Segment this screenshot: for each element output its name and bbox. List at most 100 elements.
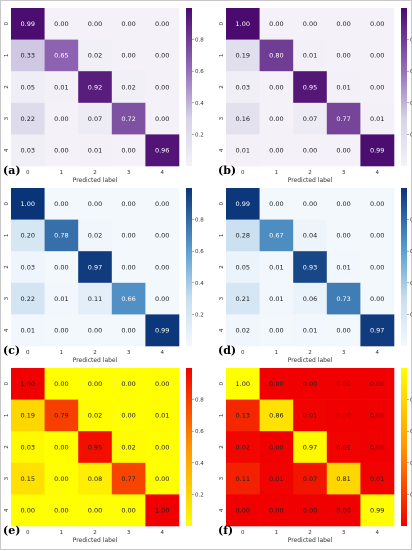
heatmap-cell [11,314,45,347]
cell-value-label: 0.95 [88,443,102,451]
heatmap-cell [226,368,260,400]
cell-value-label: 0.19 [21,412,35,420]
cell-value-label: 0.00 [370,263,384,271]
cell-value-label: 0.04 [303,232,317,240]
heatmap-cell [293,431,328,464]
x-axis-label: Predicted label [288,357,333,364]
colorbar-tick-label: 0.8 [410,398,412,404]
cell-value-label: 0.01 [88,147,102,155]
heatmap-cell [226,71,260,104]
cell-value-label: 0.01 [54,83,68,91]
x-axis-label: Predicted label [73,177,118,184]
colorbar-tick-label: 0.4 [410,461,412,467]
heatmap-cell [360,282,395,315]
cell-value-label: 0.08 [88,475,102,483]
heatmap-cell [145,8,180,40]
heatmap-cell [226,462,260,495]
cell-value-label: 0.02 [88,52,102,60]
cell-value-label: 0.05 [21,83,35,91]
cell-value-label: 0.01 [269,295,283,303]
heatmap-cell [44,188,79,220]
heatmap-panel-2: 1.00 0.00 0.00 0.00 0.000.19 0.80 0.01 0.00 0.00… [218,8,412,184]
colorbar-tick-label: 0.8 [195,38,204,44]
cell-value-label: 0.00 [121,507,135,515]
cell-value-label: 0.01 [336,263,350,271]
cell-value-label: 0.01 [303,412,317,420]
cell-value-label: 0.00 [269,507,283,515]
cell-value-label: 0.00 [336,20,350,28]
cell-value-label: 0.00 [88,200,102,208]
cell-value-label: 0.00 [155,20,169,28]
cell-value-label: 0.86 [269,412,283,420]
y-axis-label: Actual label [1,77,2,113]
colorbar-tick-label: 0.2 [195,312,204,318]
heatmap-cell [78,188,113,220]
heatmap-cell [360,71,395,104]
cell-value-label: 0.00 [269,115,283,123]
cell-value-label: 0.00 [54,380,68,388]
heatmap-cell [293,282,328,315]
cell-value-label: 0.99 [155,327,169,335]
heatmap-cell [326,462,361,495]
heatmap-cell [78,314,113,347]
heatmap-cell [326,251,361,284]
x-tick-label: 0 [241,170,245,176]
cell-value-label: 0.00 [155,115,169,123]
x-tick-label: 2 [308,350,312,356]
heatmap-cell [226,251,260,284]
y-tick-label: 0 [219,22,225,26]
heatmap-cell [111,282,146,315]
y-tick-label: 0 [219,202,225,206]
y-tick-label: 3 [4,296,10,300]
colorbar-tick-label: 0.4 [195,461,204,467]
heatmap-cell [111,39,146,72]
colorbar-tick-label: 0.6 [410,429,412,435]
heatmap-cell [293,314,328,347]
x-axis-label: Predicted label [73,537,118,544]
cell-value-label: 0.00 [269,380,283,388]
cell-value-label: 0.00 [303,147,317,155]
heatmap-cell [145,462,180,495]
x-tick-label: 0 [26,350,30,356]
heatmap-cell [360,251,395,284]
cell-value-label: 0.81 [336,475,350,483]
cell-value-label: 0.02 [88,412,102,420]
y-tick-label: 1 [219,234,225,238]
heatmap-cell [78,39,113,72]
y-tick-label: 1 [219,414,225,418]
heatmap-cell [44,431,79,464]
y-tick-label: 0 [4,382,10,386]
cell-value-label: 0.00 [121,147,135,155]
heatmap-cell [326,71,361,104]
heatmap-cell [145,314,180,347]
cell-value-label: 0.00 [370,443,384,451]
cell-value-label: 0.00 [121,327,135,335]
heatmap-cell [293,39,328,72]
cell-value-label: 0.92 [88,83,102,91]
heatmap-cell [145,399,180,432]
heatmap-cell [326,282,361,315]
cell-value-label: 0.00 [269,147,283,155]
cell-value-label: 0.22 [21,295,35,303]
heatmap-cell [259,219,294,252]
x-tick-label: 2 [308,530,312,536]
y-tick-label: 4 [219,148,225,152]
heatmap-cell [360,314,395,347]
heatmap-cell [360,102,395,135]
heatmap-cell [360,368,395,400]
colorbar-tick-label: 0.6 [195,69,204,75]
heatmap-cell [226,399,260,432]
heatmap-cell [360,134,395,167]
panel-label: (f) [218,524,233,537]
colorbar-tick-label: 0.4 [195,281,204,287]
cell-value-label: 0.01 [269,263,283,271]
heatmap-cell [259,462,294,495]
heatmap-cell [326,134,361,167]
cell-value-label: 0.78 [54,232,68,240]
colorbar-tick-label: 0.6 [410,249,412,255]
heatmap-cell [259,71,294,104]
heatmap-cell [326,399,361,432]
x-tick-label: 4 [160,170,164,176]
y-tick-label: 2 [4,85,10,89]
y-tick-label: 3 [219,296,225,300]
